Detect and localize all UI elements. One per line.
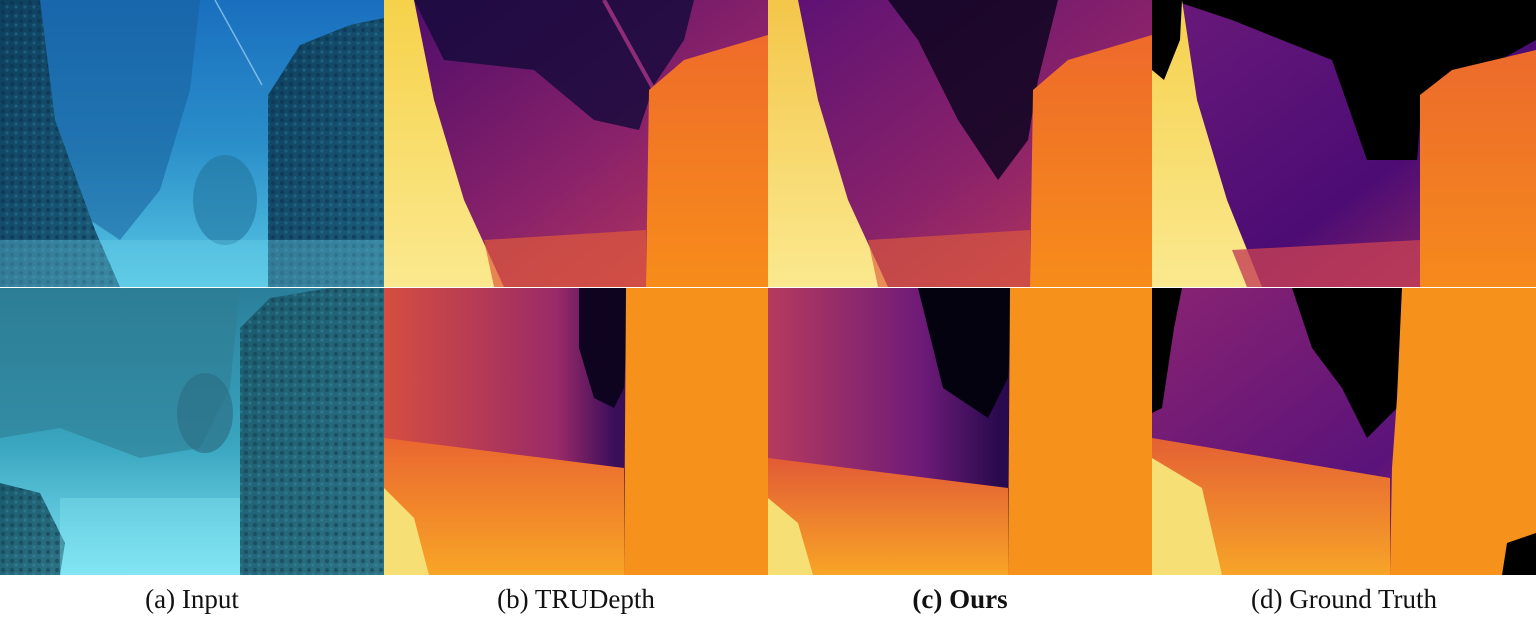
trudepth-depth-row2 xyxy=(384,288,768,575)
caption-input: (a) Input xyxy=(145,584,239,614)
input-image-row1 xyxy=(0,0,384,287)
input-image-row2 xyxy=(0,288,384,575)
figure-captions: (a) Input (b) TRUDepth (c) Ours (d) Grou… xyxy=(0,575,1536,623)
ours-depth-row1 xyxy=(768,0,1152,287)
ours-depth-row2 xyxy=(768,288,1152,575)
trudepth-depth-row1 xyxy=(384,0,768,287)
comparison-figure xyxy=(0,0,1536,575)
caption-ground-truth: (d) Ground Truth xyxy=(1250,584,1438,614)
ground-truth-depth-row2 xyxy=(1152,288,1536,575)
ground-truth-depth-row1 xyxy=(1152,0,1536,287)
caption-trudepth: (b) TRUDepth xyxy=(497,584,655,614)
caption-ours: (c) Ours xyxy=(912,584,1008,614)
